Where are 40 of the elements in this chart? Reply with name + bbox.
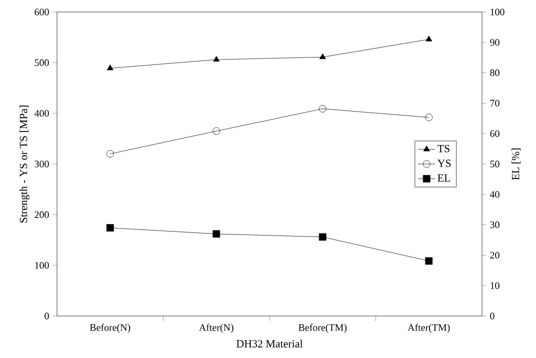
y2-tick-label: 30 [490,221,500,228]
y-tick-label: 100 [35,262,49,269]
legend-label: EL [438,174,450,182]
point [318,105,326,112]
y-tick-label: 300 [34,160,49,168]
y-tick-label: 600 [34,8,49,16]
y2-axis-title: EL [%] [512,148,521,180]
point [106,150,114,158]
point [213,56,220,62]
y-tick-label: 500 [34,59,49,66]
y2-tick-label: 50 [490,160,500,168]
y2-tick-label: 60 [490,130,500,137]
y2-tick-label: 0 [490,312,494,320]
point [426,36,432,42]
y-tick-label: 200 [34,211,49,218]
point [212,127,220,135]
y2-tick-label: 40 [490,191,500,198]
y2-tick-label: 100 [490,8,504,16]
point [425,114,433,122]
point [106,224,114,232]
x-tick-label: Before(TM) [298,324,347,333]
x-tick-label: After(N) [199,324,234,333]
y2-tick-label: 90 [490,39,500,46]
point [106,64,114,70]
x-axis-title: DH32 Material [236,340,303,348]
point [319,53,326,60]
x-tick-label: After(TM) [408,324,450,333]
legend-label: TS [438,144,450,152]
y-tick-label: 0 [44,312,49,320]
point [425,257,433,265]
legend-label: YS [437,160,451,168]
y2-tick-label: 10 [490,282,500,289]
y-tick-label: 400 [34,110,49,117]
y2-tick-label: 70 [490,100,500,107]
point [318,233,326,241]
point [212,230,220,238]
y2-tick-label: 20 [490,252,500,259]
x-tick-label: Before(N) [90,324,130,333]
y2-tick-label: 80 [490,69,500,76]
y-axis-title: Strength - YS or TS [MPa] [19,106,30,222]
